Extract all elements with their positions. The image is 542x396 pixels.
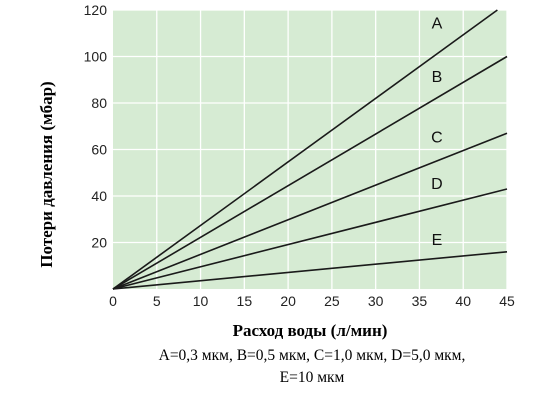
x-tick-label: 5 <box>153 293 161 309</box>
y-tick-label: 40 <box>91 188 107 204</box>
series-label-c: C <box>431 130 443 147</box>
x-tick-label: 0 <box>109 293 117 309</box>
series-line-c <box>112 132 508 290</box>
x-tick-label: 35 <box>412 293 428 309</box>
y-tick-label: 20 <box>91 235 107 251</box>
x-tick-label: 20 <box>280 293 296 309</box>
x-tick-label: 15 <box>237 293 253 309</box>
caption-line-2: E=10 мкм <box>280 369 345 386</box>
y-axis-ticks: 20 40 60 80 100 120 <box>84 2 108 251</box>
series-line-e <box>112 251 508 290</box>
x-axis-ticks: 0 5 10 15 20 25 30 35 40 45 <box>109 293 515 309</box>
series-line-b <box>112 55 508 290</box>
x-axis-title: Расход воды (л/мин) <box>233 321 388 340</box>
series-label-d: D <box>431 176 443 193</box>
series-label-a: A <box>432 16 443 33</box>
series-label-b: B <box>432 69 443 86</box>
y-tick-label: 60 <box>91 142 107 158</box>
x-tick-label: 25 <box>324 293 340 309</box>
series-line-a <box>112 9 498 290</box>
y-axis-title: Потери давления (мбар) <box>37 81 56 267</box>
y-tick-label: 100 <box>84 49 108 65</box>
x-tick-label: 30 <box>368 293 384 309</box>
series-labels: A B C D E <box>431 16 443 249</box>
series-line-d <box>112 188 508 290</box>
y-tick-label: 120 <box>84 2 108 18</box>
x-tick-label: 10 <box>193 293 209 309</box>
series-lines <box>112 9 508 290</box>
x-tick-label: 45 <box>499 293 515 309</box>
caption-line-1: A=0,3 мкм, B=0,5 мкм, C=1,0 мкм, D=5,0 м… <box>159 347 466 364</box>
y-tick-label: 80 <box>91 95 107 111</box>
x-tick-label: 40 <box>455 293 471 309</box>
series-label-e: E <box>432 232 443 249</box>
